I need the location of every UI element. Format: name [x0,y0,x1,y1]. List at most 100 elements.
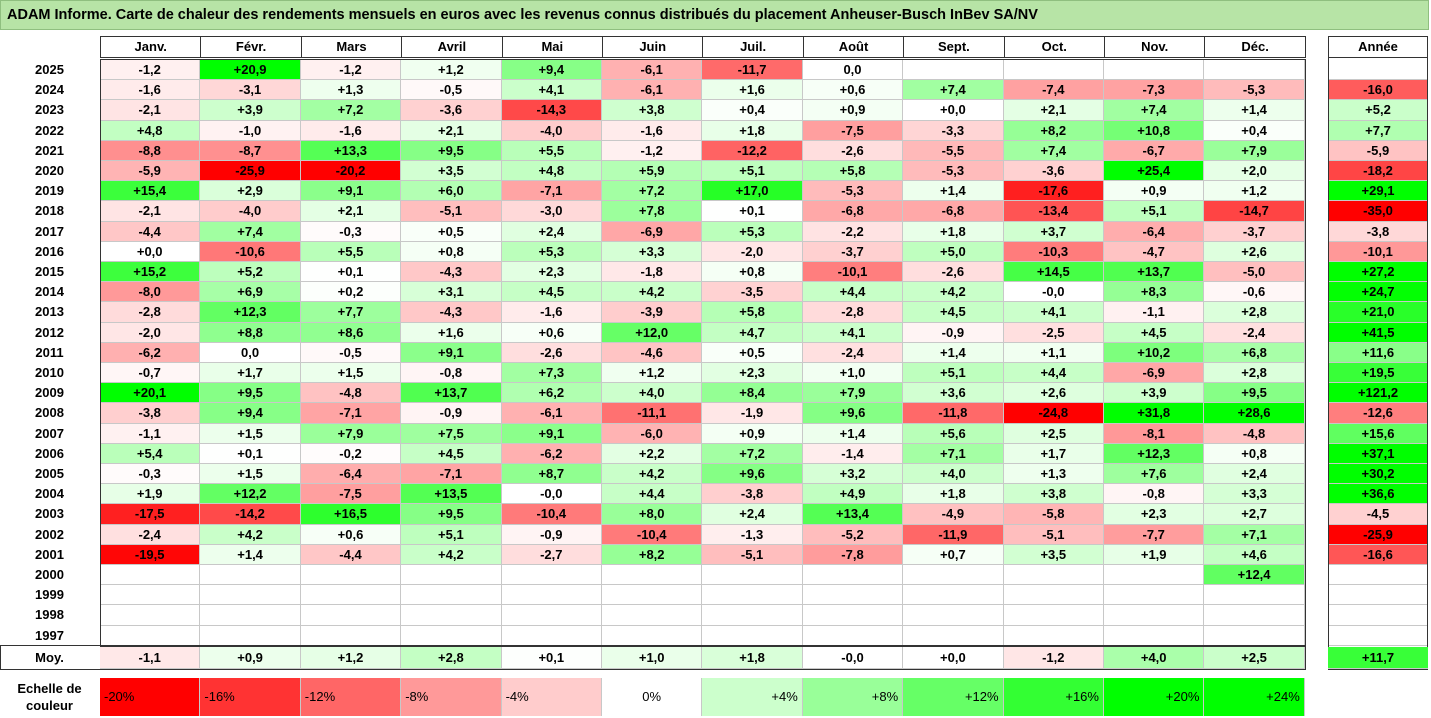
heatmap-cell: +1,4 [1204,100,1305,121]
heatmap-cell: +5,8 [802,161,904,182]
heatmap-cell: +2,7 [1204,504,1305,525]
heatmap-cell: -6,4 [1104,221,1205,242]
heatmap-cell: +5,9 [602,161,703,182]
heatmap-cell: -6,7 [1104,140,1205,161]
heatmap-cell [401,585,502,606]
heatmap-cell [1104,585,1205,606]
annual-cell: +121,2 [1328,383,1428,404]
heatmap-cell: +5,2 [200,262,301,283]
heatmap-cell: +14,5 [1003,262,1104,283]
heatmap-cell: +0,9 [702,423,803,444]
heatmap-cell: -5,1 [1003,524,1104,545]
heatmap-cell: +20,1 [100,383,201,404]
heatmap-cell: +1,2 [401,60,502,81]
heatmap-cell: -1,6 [501,302,602,323]
heatmap-cell: +7,6 [1104,464,1205,485]
heatmap-cell: -8,1 [1104,423,1205,444]
heatmap-cell [1003,565,1104,586]
heatmap-cell: +2,4 [501,221,602,242]
heatmap-cell: -3,0 [501,201,602,222]
heatmap-cell: +0,6 [300,524,402,545]
heatmap-cell: +4,8 [501,161,602,182]
heatmap-cell: +8,3 [1104,282,1205,303]
heatmap-cell: +7,3 [501,363,602,384]
heatmap-cell: +13,5 [401,484,502,505]
heatmap-cell [903,605,1004,626]
heatmap-cell: -6,1 [602,80,703,101]
heatmap-cell: +3,6 [903,383,1004,404]
heatmap-cell: +1,4 [802,423,904,444]
year-label: 2012 [35,324,64,340]
heatmap-cell: +2,1 [300,201,402,222]
month-header: Déc. [1204,36,1306,58]
color-scale-swatch: 0% [602,678,703,716]
heatmap-cell: -11,8 [903,403,1004,424]
heatmap-cell: -1,0 [200,120,301,141]
heatmap-cell [300,585,402,606]
heatmap-cell: 0,0 [802,60,904,81]
heatmap-cell: +1,5 [200,423,301,444]
year-label: 2008 [35,405,64,421]
year-label: 2005 [35,466,64,481]
heatmap-cell [602,625,703,646]
heatmap-cell [1104,60,1205,81]
heatmap-cell: +1,7 [200,363,301,384]
heatmap-cell [501,565,602,586]
heatmap-cell: +1,4 [903,342,1004,363]
annual-cell: +11,6 [1328,342,1428,363]
heatmap-cell [300,605,402,626]
heatmap-cell: +5,4 [100,443,201,464]
heatmap-cell: +3,5 [1003,544,1104,565]
heatmap-cell: -0,7 [100,363,201,384]
heatmap-cell: +1,6 [702,80,803,101]
heatmap-cell: -0,0 [501,484,602,505]
heatmap-cell: +9,1 [401,342,502,363]
heatmap-cell: +31,8 [1104,403,1205,424]
annual-cell: +7,7 [1328,120,1428,141]
heatmap-cell: -4,8 [1204,423,1305,444]
heatmap-cell: +13,3 [300,140,402,161]
heatmap-cell [702,605,803,626]
annual-cell: +36,6 [1328,484,1428,505]
heatmap-cell: +0,8 [401,241,502,262]
heatmap-cell: +1,9 [100,484,201,505]
heatmap-cell [1104,625,1205,646]
heatmap-cell: -13,4 [1003,201,1104,222]
heatmap-cell: -4,6 [602,342,703,363]
annual-cell: +15,6 [1328,423,1428,444]
heatmap-cell: -2,1 [100,100,201,121]
average-cell: +0,0 [903,647,1004,669]
year-label: 2020 [35,163,64,178]
heatmap-cell: -2,8 [802,302,904,323]
heatmap-cell: -5,1 [401,201,502,222]
heatmap-cell: +4,2 [602,464,703,485]
heatmap-cell: +4,4 [1003,363,1104,384]
heatmap-cell: -3,3 [903,120,1004,141]
heatmap-cell: +4,5 [501,282,602,303]
year-label: 2019 [35,183,64,199]
heatmap-cell: -3,1 [200,80,301,101]
heatmap-cell: +8,0 [602,504,703,525]
heatmap-cell: -6,8 [802,201,904,222]
heatmap-cell: +1,2 [1204,181,1305,202]
annual-cell [1328,625,1428,646]
heatmap-cell: +9,1 [501,423,602,444]
heatmap-cell: +2,6 [1003,383,1104,404]
heatmap-cell: +0,2 [300,282,402,303]
year-total-header: Année [1328,36,1428,58]
heatmap-cell [1204,605,1305,626]
heatmap-cell: +5,1 [903,363,1004,384]
annual-cell: -4,5 [1328,504,1428,525]
heatmap-cell: +5,1 [702,161,803,182]
average-cell: +0,1 [501,647,602,669]
average-cell: +1,8 [702,647,803,669]
heatmap-cell: +5,1 [401,524,502,545]
heatmap-cell: +1,9 [1104,544,1205,565]
heatmap-cell [200,605,301,626]
heatmap-cell: +2,3 [702,363,803,384]
annual-cell: +21,0 [1328,302,1428,323]
heatmap-cell: -3,6 [401,100,502,121]
heatmap-cell [300,625,402,646]
heatmap-cell: +20,9 [200,60,301,81]
heatmap-cell: -1,1 [100,423,201,444]
